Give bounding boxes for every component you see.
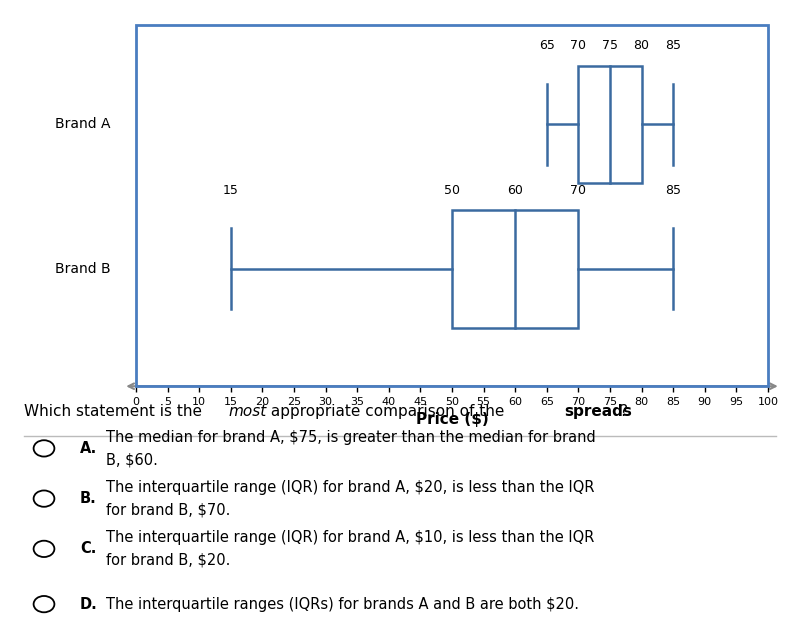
Text: 15: 15 [223,183,238,197]
Text: spreads: spreads [564,404,632,419]
Text: C.: C. [80,541,96,556]
Text: appropriate comparison of the: appropriate comparison of the [266,404,509,419]
Text: 70: 70 [570,39,586,52]
Text: D.: D. [80,597,98,612]
X-axis label: Price ($): Price ($) [416,412,488,427]
Bar [452,210,578,328]
Text: 60: 60 [507,183,523,197]
Text: 85: 85 [666,39,682,52]
Text: Brand B: Brand B [55,262,110,276]
Text: B.: B. [80,491,97,506]
Text: Which statement is the: Which statement is the [24,404,207,419]
Text: B, $60.: B, $60. [106,452,158,467]
Text: 50: 50 [444,183,460,197]
Text: 65: 65 [539,39,554,52]
Text: 75: 75 [602,39,618,52]
Text: for brand B, $20.: for brand B, $20. [106,553,230,568]
Text: The interquartile range (IQR) for brand A, $20, is less than the IQR: The interquartile range (IQR) for brand … [106,480,594,495]
Bar [578,66,642,183]
Text: most: most [228,404,266,419]
Text: for brand B, $70.: for brand B, $70. [106,502,230,517]
Text: The interquartile range (IQR) for brand A, $10, is less than the IQR: The interquartile range (IQR) for brand … [106,530,594,545]
Text: Brand A: Brand A [55,117,110,131]
Text: 85: 85 [666,183,682,197]
Text: The median for brand A, $75, is greater than the median for brand: The median for brand A, $75, is greater … [106,430,595,445]
Text: A.: A. [80,441,98,456]
Text: The interquartile ranges (IQRs) for brands A and B are both $20.: The interquartile ranges (IQRs) for bran… [106,597,578,612]
Text: 70: 70 [570,183,586,197]
Text: ?: ? [620,404,628,419]
Text: 80: 80 [634,39,650,52]
